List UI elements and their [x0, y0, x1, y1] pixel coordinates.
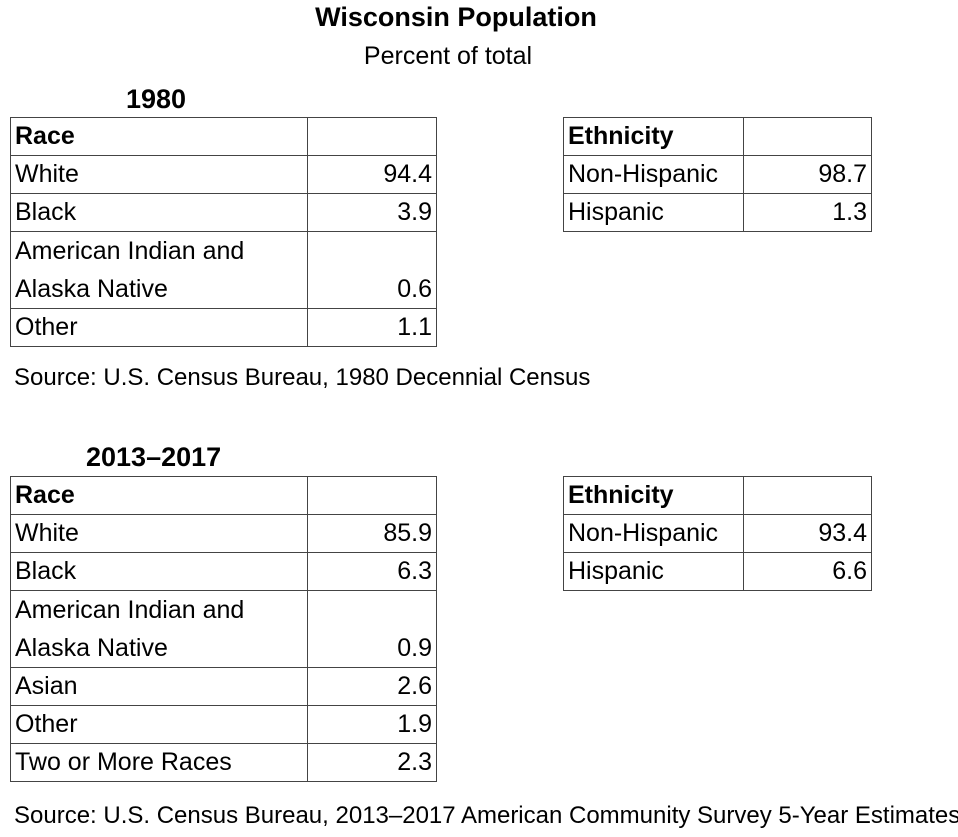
ethnicity-value: 93.4 — [743, 514, 872, 553]
race-label: Other — [10, 308, 308, 347]
ethnicity-label: Non-Hispanic — [563, 514, 744, 553]
ethnicity-label: Hispanic — [563, 193, 744, 232]
table-row: Black 3.9 — [10, 193, 437, 232]
table-row: Hispanic 1.3 — [563, 193, 872, 232]
race-table-1980: Race White 94.4 Black 3.9 American India… — [10, 117, 437, 347]
table-row: Hispanic 6.6 — [563, 552, 872, 591]
race-value: 0.9 — [307, 590, 437, 668]
table-row: Two or More Races 2.3 — [10, 743, 437, 782]
race-value: 3.9 — [307, 193, 437, 232]
race-label: Black — [10, 193, 308, 232]
ethnicity-table-2013-2017: Ethnicity Non-Hispanic 93.4 Hispanic 6.6 — [563, 476, 872, 591]
table-header-row: Ethnicity — [563, 476, 872, 515]
race-label: Asian — [10, 667, 308, 706]
race-label: White — [10, 155, 308, 194]
table-row: Asian 2.6 — [10, 667, 437, 706]
race-value: 0.6 — [307, 231, 437, 309]
race-label: White — [10, 514, 308, 553]
table-header-row: Ethnicity — [563, 117, 872, 156]
race-value: 94.4 — [307, 155, 437, 194]
race-value: 1.1 — [307, 308, 437, 347]
table-row: Other 1.1 — [10, 308, 437, 347]
ethnicity-value: 1.3 — [743, 193, 872, 232]
table-row: Non-Hispanic 93.4 — [563, 514, 872, 553]
race-label: Other — [10, 705, 308, 744]
race-header: Race — [10, 476, 308, 515]
race-value: 2.3 — [307, 743, 437, 782]
empty-header-cell — [307, 476, 437, 515]
table-row: American Indian and Alaska Native 0.9 — [10, 590, 437, 668]
race-label: American Indian and Alaska Native — [10, 231, 308, 309]
table-row: Non-Hispanic 98.7 — [563, 155, 872, 194]
source-note-2013-2017: Source: U.S. Census Bureau, 2013–2017 Am… — [14, 802, 958, 829]
table-row: White 85.9 — [10, 514, 437, 553]
ethnicity-header: Ethnicity — [563, 117, 744, 156]
section-year-1980: 1980 — [126, 84, 187, 114]
source-note-1980: Source: U.S. Census Bureau, 1980 Decenni… — [14, 364, 591, 391]
ethnicity-value: 6.6 — [743, 552, 872, 591]
empty-header-cell — [743, 476, 872, 515]
race-value: 2.6 — [307, 667, 437, 706]
race-value: 85.9 — [307, 514, 437, 553]
race-header: Race — [10, 117, 308, 156]
ethnicity-value: 98.7 — [743, 155, 872, 194]
empty-header-cell — [743, 117, 872, 156]
ethnicity-label: Non-Hispanic — [563, 155, 744, 194]
section-year-2013-2017: 2013–2017 — [86, 442, 222, 472]
ethnicity-table-1980: Ethnicity Non-Hispanic 98.7 Hispanic 1.3 — [563, 117, 872, 232]
table-header-row: Race — [10, 476, 437, 515]
ethnicity-label: Hispanic — [563, 552, 744, 591]
race-label: Two or More Races — [10, 743, 308, 782]
ethnicity-header: Ethnicity — [563, 476, 744, 515]
empty-header-cell — [307, 117, 437, 156]
table-header-row: Race — [10, 117, 437, 156]
race-value: 1.9 — [307, 705, 437, 744]
page-title: Wisconsin Population — [315, 2, 597, 32]
page-subtitle: Percent of total — [363, 42, 533, 70]
table-row: Black 6.3 — [10, 552, 437, 591]
race-label: American Indian and Alaska Native — [10, 590, 308, 668]
table-row: White 94.4 — [10, 155, 437, 194]
race-label: Black — [10, 552, 308, 591]
race-value: 6.3 — [307, 552, 437, 591]
table-row: Other 1.9 — [10, 705, 437, 744]
race-table-2013-2017: Race White 85.9 Black 6.3 American India… — [10, 476, 437, 782]
table-row: American Indian and Alaska Native 0.6 — [10, 231, 437, 309]
